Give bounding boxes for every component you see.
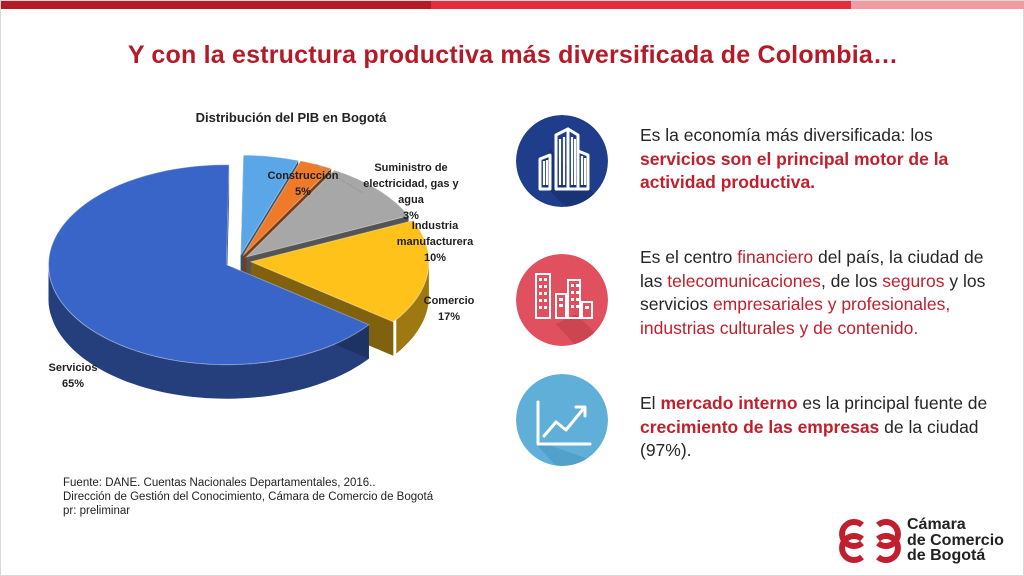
highlighted-text: crecimiento de las empresas [640, 416, 880, 437]
item-text-segment: y los servicios [640, 270, 986, 315]
highlighted-text: telecomunicaciones [667, 270, 821, 291]
highlighted-text: seguros [882, 270, 945, 291]
logo-line-2: de Comercio [907, 531, 1004, 549]
logo-line-1: Cámara [907, 516, 966, 533]
item-text-3: El mercado interno es la principal fuent… [640, 392, 1000, 463]
top-accent-bar [1, 1, 1024, 9]
highlighted-text: financiero [737, 247, 814, 267]
pie-slice-side [48, 266, 369, 399]
pie-label: Industria manufacturera 10% [397, 220, 474, 264]
pie-slice-side [396, 263, 429, 354]
highlighted-text: servicios son el principal motor de la a… [640, 148, 949, 193]
pie-slice-industria-manufacturera [244, 169, 410, 258]
pie-slice-comercio [249, 220, 430, 323]
source-note: Fuente: DANE. Cuentas Nacionales Departa… [63, 476, 433, 518]
item-text-segment: es la principal fuente de [797, 393, 988, 413]
pie-label: Construcción 5% [268, 170, 339, 198]
city-skyline-icon [516, 254, 608, 346]
item-text-segment: El [640, 393, 661, 413]
item-text-1: Es la economía más diversificada: los se… [640, 124, 1000, 195]
item-text-segment: Es la economía más diversificada: los [640, 125, 933, 145]
pie-slice-servicios [48, 164, 370, 366]
source-line-1: Fuente: DANE. Cuentas Nacionales Departa… [63, 477, 376, 489]
chart-title: Distribución del PIB en Bogotá [195, 110, 387, 125]
item-text-segment: , de los [820, 270, 883, 291]
item-text-segment: Es el centro [640, 247, 738, 267]
buildings-icon [516, 115, 608, 207]
item-text-segment: de la ciudad (97%). [640, 416, 979, 461]
item-text-2: Es el centro financiero del país, la ciu… [640, 246, 1000, 340]
label-leader-line [316, 164, 364, 194]
camara-logo-icon [839, 519, 901, 563]
logo-text: Cámara de Comercio de Bogotá [907, 517, 1004, 564]
highlighted-text: empresariales y profesionales, industria… [640, 294, 951, 338]
pie-tops [48, 154, 430, 366]
pie-slice-suministro-de-electricidad-gas-y-agua [242, 160, 333, 256]
item-text-segment: del país, la ciudad de las [640, 247, 984, 291]
pie-label: Servicios 65% [49, 362, 98, 390]
slide-title: Y con la estructura productiva más diver… [127, 41, 899, 69]
logo-line-3: de Bogotá [907, 547, 986, 564]
pie-label: Suministro de electricidad, gas y agua 3% [363, 162, 459, 222]
source-line-2: Dirección de Gestión del Conocimiento, C… [63, 491, 434, 503]
growth-chart-icon [516, 374, 608, 466]
pie-label: Comercio 17% [424, 295, 475, 323]
source-line-3: pr: preliminar [63, 505, 131, 517]
pie-slice-construcci-n [240, 154, 300, 257]
highlighted-text: mercado interno [660, 393, 798, 413]
pie-chart: Servicios 65% Construcción 5% Suministro de e… [48, 154, 475, 399]
